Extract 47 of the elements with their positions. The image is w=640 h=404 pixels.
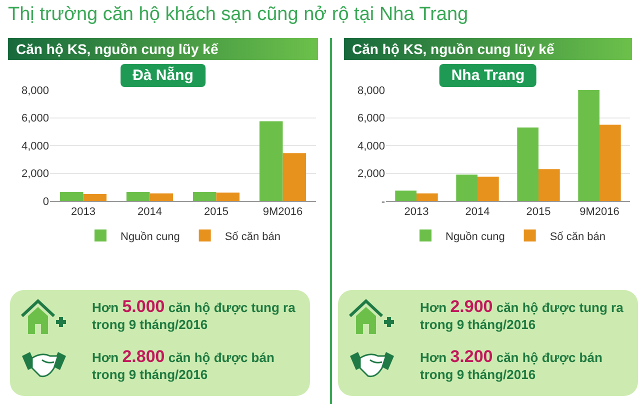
y-tick-label: 6,000	[357, 112, 385, 125]
chart-subtitle: Nha Trang	[439, 64, 537, 87]
text: Thị trường căn hộ khách sạn cũng nở rộ tại Nha Trang	[8, 4, 468, 26]
x-tick-label: 2013	[71, 206, 96, 218]
bar	[395, 190, 416, 201]
bar	[538, 169, 560, 201]
legend-label: Nguồn cung	[446, 230, 505, 243]
bar	[456, 174, 478, 201]
legend-label: Số căn bán	[224, 230, 280, 243]
x-tick-label: 9M2016	[262, 206, 303, 218]
x-tick-label: 2013	[404, 206, 429, 218]
chart-title: Căn hộ KS, nguồn cung lũy kế	[8, 38, 318, 60]
bar	[83, 194, 107, 201]
bar	[416, 193, 438, 201]
bar	[150, 193, 174, 201]
y-tick-label: 4,000	[21, 140, 49, 152]
text: Hơn 3.200 căn hộ được bán trong 9 tháng/2016	[420, 347, 604, 383]
y-tick-label: 4,000	[357, 140, 385, 152]
legend-label: Số căn bán	[550, 230, 606, 243]
text: Hơn 2.800 căn hộ được bán trong 9 tháng/2016	[92, 347, 276, 383]
bar	[478, 176, 499, 201]
bar	[192, 192, 216, 201]
bar	[517, 127, 538, 201]
bar	[126, 192, 150, 201]
bar	[60, 192, 84, 201]
y-tick-label: 6,000	[21, 112, 49, 125]
chart-subtitle: Đà Nẵng	[120, 64, 206, 87]
x-tick-label: 2015	[526, 206, 551, 218]
x-tick-label: 2014	[465, 206, 490, 218]
chart-title: Căn hộ KS, nguồn cung lũy kế	[344, 38, 632, 60]
bar	[578, 90, 600, 201]
y-tick-label: 8,000	[21, 84, 49, 97]
bar	[282, 153, 306, 201]
y-tick-label: 8,000	[357, 84, 385, 97]
x-tick-label: 2015	[204, 206, 228, 218]
y-tick-label: 2,000	[357, 168, 385, 180]
legend-label: Nguồn cung	[120, 230, 180, 243]
y-tick-label: 0	[42, 196, 49, 208]
x-tick-label: 2014	[138, 206, 162, 218]
bar	[216, 192, 240, 201]
text: Hơn 2.900 căn hộ được tung ra trong 9 tháng/2016	[420, 297, 624, 333]
bar	[600, 124, 621, 201]
y-tick-label: -	[381, 196, 386, 208]
x-tick-label: 9M2016	[580, 206, 620, 218]
y-tick-label: 2,000	[21, 168, 49, 180]
text: Hơn 5.000 căn hộ được tung ra trong 9 tháng/2016	[92, 297, 296, 333]
bar	[259, 121, 283, 201]
